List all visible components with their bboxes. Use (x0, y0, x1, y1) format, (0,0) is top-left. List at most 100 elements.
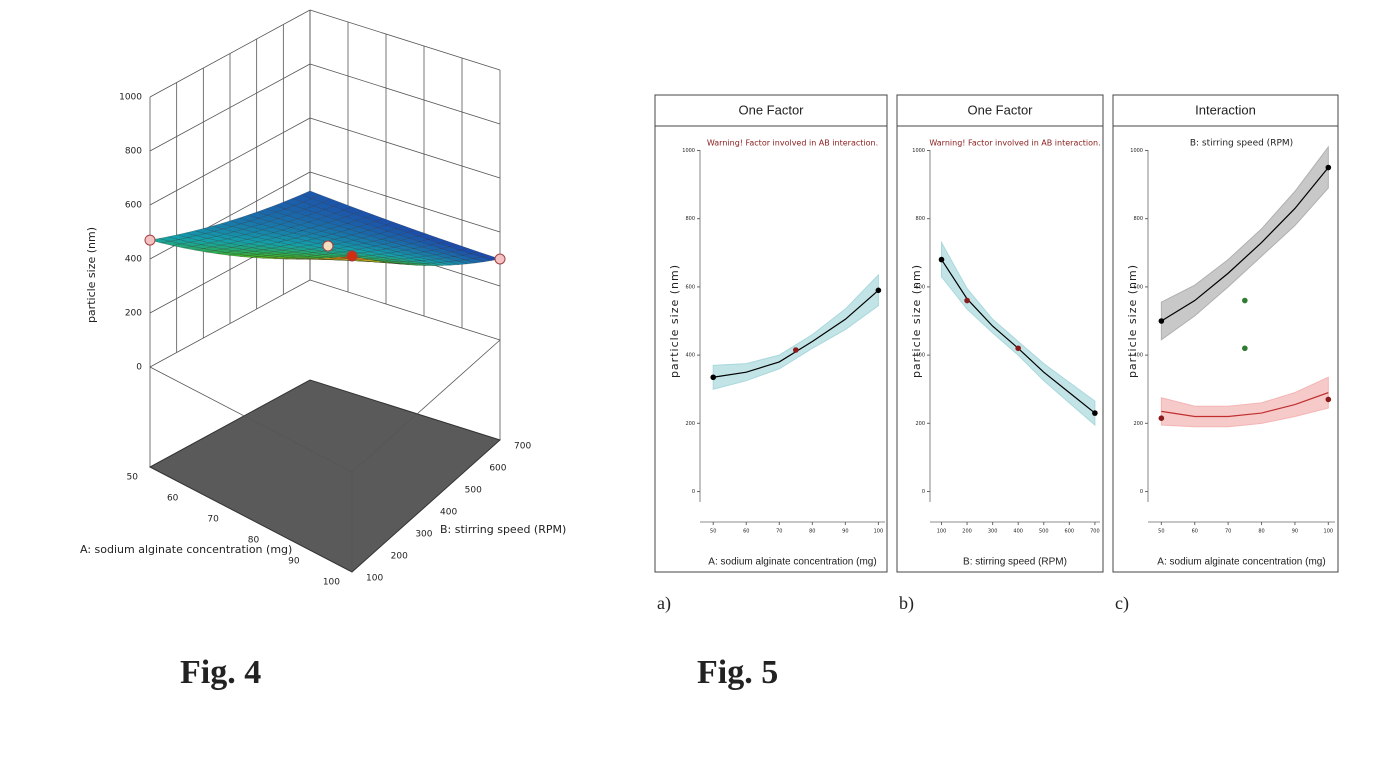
design-point (710, 374, 717, 381)
design-point (938, 256, 945, 263)
y-tick-label: 800 (915, 216, 925, 222)
surface-facet (423, 262, 443, 266)
y-axis-label: particle size (nm) (910, 264, 923, 378)
design-point (346, 250, 358, 262)
y-tick-label: 100 (366, 574, 383, 584)
legend-title: B: stirring speed (RPM) (1190, 139, 1293, 149)
y-tick-label: 500 (465, 486, 482, 496)
surface-facet (373, 261, 394, 264)
surface-facet (357, 259, 377, 262)
x-tick-label: 60 (167, 494, 179, 504)
confidence-band (1160, 145, 1329, 341)
y-tick-label: 200 (1133, 421, 1143, 427)
z-tick-label: 1000 (119, 93, 142, 103)
warning-note: Warning! Factor involved in AB interacti… (707, 139, 878, 148)
x-tick-label: 100 (874, 529, 884, 535)
design-point (964, 297, 970, 304)
panel-label: b) (899, 593, 914, 614)
y-tick-label: 400 (440, 508, 457, 518)
z-grid-line (309, 279, 501, 341)
x-tick-label: 70 (207, 515, 219, 525)
x-tick-label: 50 (1158, 529, 1164, 535)
x-tick-label: 60 (743, 529, 749, 535)
x-tick-label: 80 (1258, 529, 1264, 535)
design-point (1015, 345, 1021, 352)
y-tick-label: 0 (692, 489, 695, 495)
y-tick-label: 200 (915, 421, 925, 427)
x-tick-label: 70 (1225, 529, 1231, 535)
x-tick-label: 400 (1013, 529, 1023, 535)
z-grid-line (309, 9, 501, 71)
design-point (1325, 164, 1332, 171)
panel-frame (1112, 94, 1339, 573)
confidence-band (941, 240, 1096, 427)
y-tick-label: 1000 (682, 148, 695, 154)
design-point (1242, 297, 1248, 304)
panel-frame (896, 94, 1104, 573)
y-axis-label: B: stirring speed (RPM) (440, 523, 566, 536)
z-grid-line (309, 117, 501, 179)
y-tick-label: 400 (1133, 353, 1143, 359)
y-tick-label: 300 (415, 530, 432, 540)
x-tick-label: 100 (937, 529, 947, 535)
z-axis-label: particle size (nm) (85, 227, 98, 323)
design-point (793, 347, 799, 353)
confidence-band (1160, 376, 1329, 428)
figure-label: Fig. 4 (180, 654, 261, 691)
confidence-band (712, 273, 879, 390)
y-tick-label: 0 (922, 489, 925, 495)
y-tick-label: 200 (685, 421, 695, 427)
x-tick-label: 500 (1039, 529, 1049, 535)
x-tick-label: 300 (988, 529, 998, 535)
surface-facet (439, 261, 459, 266)
x-axis-label: B: stirring speed (RPM) (963, 557, 1067, 568)
design-point (875, 287, 882, 294)
x-axis-label: A: sodium alginate concentration (mg) (80, 543, 292, 556)
design-point (1158, 318, 1165, 324)
panel-label: a) (657, 593, 671, 614)
y-tick-label: 200 (391, 552, 408, 562)
x-tick-label: 600 (1065, 529, 1075, 535)
z-grid-line (309, 63, 501, 125)
x-tick-label: 200 (962, 529, 972, 535)
box-edge (351, 339, 501, 473)
y-tick-label: 0 (1140, 489, 1143, 495)
figure-label: Fig. 5 (697, 654, 778, 691)
y-tick-label: 400 (915, 353, 925, 359)
panel-label: c) (1115, 593, 1129, 614)
x-tick-label: 80 (248, 536, 260, 546)
y-tick-label: 600 (915, 284, 925, 290)
z-tick-label: 200 (125, 309, 142, 319)
z-tick-label: 0 (136, 363, 142, 373)
panel-frame (654, 94, 888, 573)
design-point (494, 253, 506, 265)
y-tick-label: 1000 (1130, 148, 1143, 154)
z-tick-label: 800 (125, 147, 142, 157)
design-point (322, 240, 334, 252)
design-point (1158, 415, 1165, 422)
design-point (1325, 396, 1332, 403)
x-tick-label: 90 (1292, 529, 1298, 535)
x-tick-label: 50 (710, 529, 716, 535)
z-tick-label: 600 (125, 201, 142, 211)
y-tick-label: 700 (514, 442, 531, 452)
x-tick-label: 70 (776, 529, 782, 535)
x-tick-label: 50 (127, 473, 139, 483)
panel-title: One Factor (967, 102, 1033, 117)
panel-title: Interaction (1195, 102, 1256, 117)
y-tick-label: 800 (685, 216, 695, 222)
y-axis-label: particle size (nm) (1126, 264, 1139, 378)
y-axis-label: particle size (nm) (668, 264, 681, 378)
design-point (144, 234, 156, 246)
z-grid-line (309, 171, 501, 233)
surface-facet (456, 259, 476, 265)
design-point (1092, 410, 1098, 416)
x-tick-label: 90 (288, 557, 300, 567)
box-edge (149, 366, 353, 473)
warning-note: Warning! Factor involved in AB interacti… (929, 139, 1100, 148)
fit-line (1161, 392, 1329, 418)
x-tick-label: 80 (809, 529, 815, 535)
x-tick-label: 700 (1090, 529, 1100, 535)
panel-title: One Factor (738, 102, 804, 117)
